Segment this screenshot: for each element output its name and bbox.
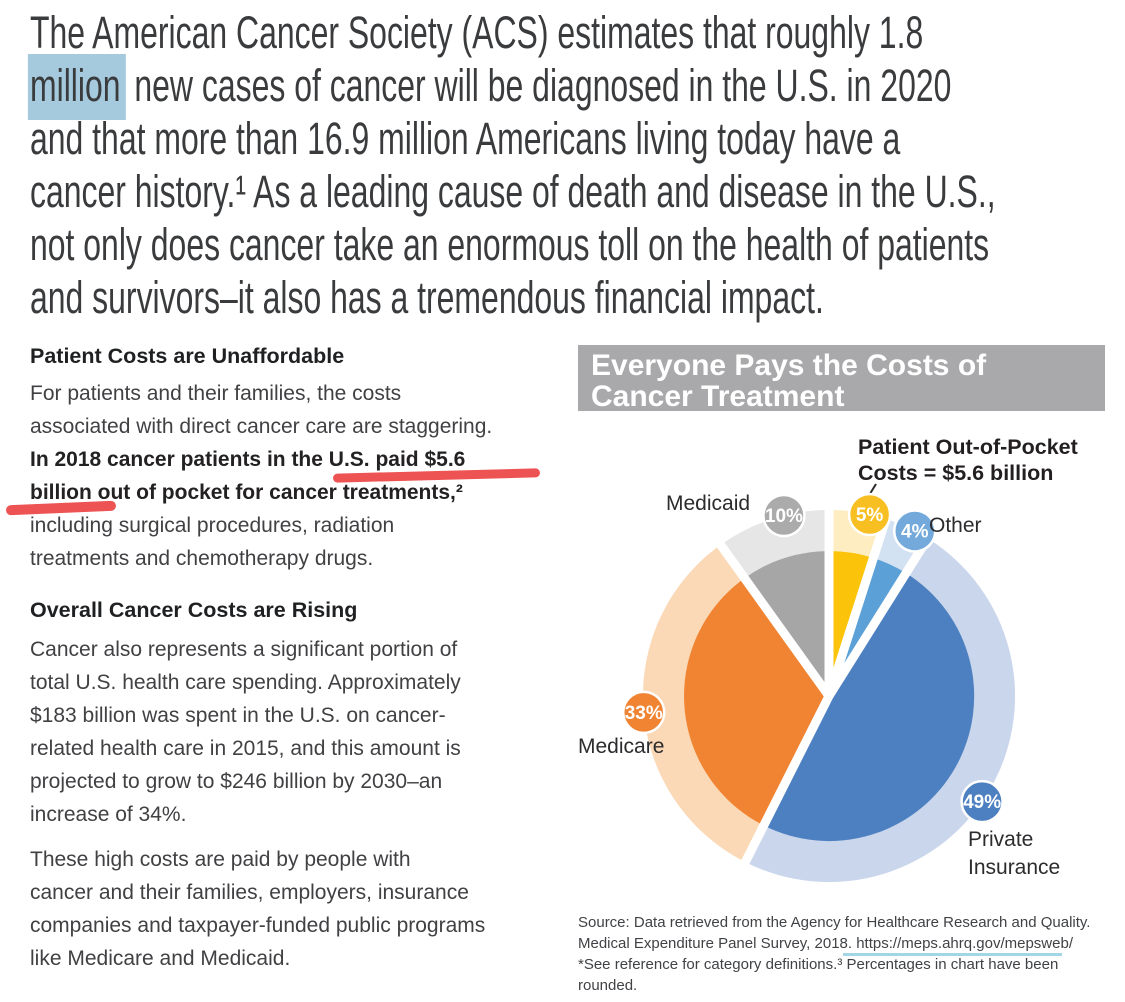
pie-slice-separator [712, 536, 833, 699]
pie-badge-value-medicaid: 10% [765, 506, 803, 527]
annotation-line-1: Patient Out-of-Pocket [858, 435, 1078, 459]
section-heading-overall-costs: Overall Cancer Costs are Rising [30, 598, 358, 622]
text-line-bold: In 2018 cancer patients in the U.S. paid… [30, 448, 466, 471]
pie-label-private-insurance: Private Insurance [968, 826, 1060, 882]
text-line: These high costs are paid by people with [30, 848, 411, 871]
text-line: associated with direct cancer care are s… [30, 415, 493, 438]
intro-line-3: and that more than 16.9 million American… [30, 113, 901, 164]
pie-badge-private-insurance [960, 779, 1004, 824]
pie-badge-medicare [621, 690, 666, 735]
text-line: For patients and their families, the cos… [30, 382, 402, 405]
text-line: $183 billion was spent in the U.S. on ca… [30, 704, 446, 727]
pie-label-private-line-2: Insurance [968, 856, 1061, 879]
pie-badge-patient-out-of-pocket [847, 492, 892, 537]
pie-badge-other [892, 509, 937, 553]
text-line: companies and taxpayer-funded public pro… [30, 914, 486, 937]
pie-chart: 5% 4% 49% 33% 10% [621, 483, 1016, 883]
text-line: total U.S. health care spending. Approxi… [30, 671, 461, 694]
paragraph-patient-costs: For patients and their families, the cos… [30, 377, 492, 575]
intro-line-1: The American Cancer Society (ACS) estima… [30, 7, 924, 58]
text-line: Cancer also represents a significant por… [30, 638, 458, 661]
pie-badge-medicaid [762, 493, 806, 538]
section-heading-patient-costs: Patient Costs are Unaffordable [30, 344, 345, 368]
intro-paragraph: The American Cancer Society (ACS) estima… [27, 6, 1120, 324]
source-line-2-prefix: Medical Expenditure Panel Survey, 2018. [578, 935, 857, 952]
paragraph-who-pays: These high costs are paid by people with… [30, 843, 485, 975]
chart-title-line-2: Cancer Treatment [591, 380, 845, 413]
paragraph-overall-costs: Cancer also represents a significant por… [30, 633, 461, 831]
source-line-1: Source: Data retrieved from the Agency f… [578, 914, 1091, 931]
intro-line-2-rest: new cases of cancer will be diagnosed in… [125, 60, 952, 111]
highlighted-word: million [27, 54, 126, 120]
pie-badge-value-other: 4% [901, 521, 929, 542]
text-line: related health care in 2015, and this am… [30, 737, 461, 760]
intro-line-2: million new cases of cancer will be diag… [27, 54, 951, 120]
pie-label-private-line-1: Private [968, 828, 1034, 851]
text-line: treatments and chemotherapy drugs. [30, 547, 374, 570]
pie-badge-value-medicare: 33% [625, 703, 663, 724]
chart-title-line-1: Everyone Pays the Costs of [591, 349, 987, 382]
pie-slice-separator [738, 693, 834, 871]
pie-slice-separator [824, 510, 893, 698]
url-underline [843, 953, 1062, 956]
pie-label-medicare: Medicare [578, 735, 665, 758]
pie-badge-value-patient-out-of-pocket: 5% [856, 505, 884, 526]
text-line: like Medicare and Medicaid. [30, 947, 291, 970]
chart-annotation: Patient Out-of-Pocket Costs = $5.6 billi… [858, 434, 1078, 486]
text-line: including surgical procedures, radiation [30, 514, 395, 537]
text-line: increase of 34%. [30, 803, 187, 826]
source-line-3: *See reference for category definitions.… [578, 956, 1059, 973]
pie-slice-private-insurance [763, 573, 975, 842]
chart-title-bar: Everyone Pays the Costs of Cancer Treatm… [578, 345, 1105, 413]
pie-label-medicaid: Medicaid [666, 492, 751, 515]
pie-label-other: Other [929, 514, 982, 537]
source-url-link[interactable]: https://meps.ahrq.gov/mepsweb/ [856, 935, 1073, 952]
text-line-bold: billion out of pocket for cancer treatme… [30, 481, 463, 504]
intro-line-5: not only does cancer take an enormous to… [30, 219, 990, 270]
text-line: projected to grow to $246 billion by 203… [30, 770, 443, 793]
annotation-line-2: Costs = $5.6 billion [858, 461, 1054, 485]
pie-slice-separator [825, 530, 936, 699]
intro-line-6: and survivors–it also has a tremendous f… [30, 272, 824, 323]
pie-badge-value-private-insurance: 49% [963, 792, 1001, 813]
intro-line-4: cancer history.¹ As a leading cause of d… [30, 166, 996, 217]
source-line-2: Medical Expenditure Panel Survey, 2018. … [578, 933, 1118, 954]
text-line: cancer and their families, employers, in… [30, 881, 469, 904]
source-line-4: rounded. [578, 977, 638, 994]
source-note: Source: Data retrieved from the Agency f… [578, 912, 1118, 996]
